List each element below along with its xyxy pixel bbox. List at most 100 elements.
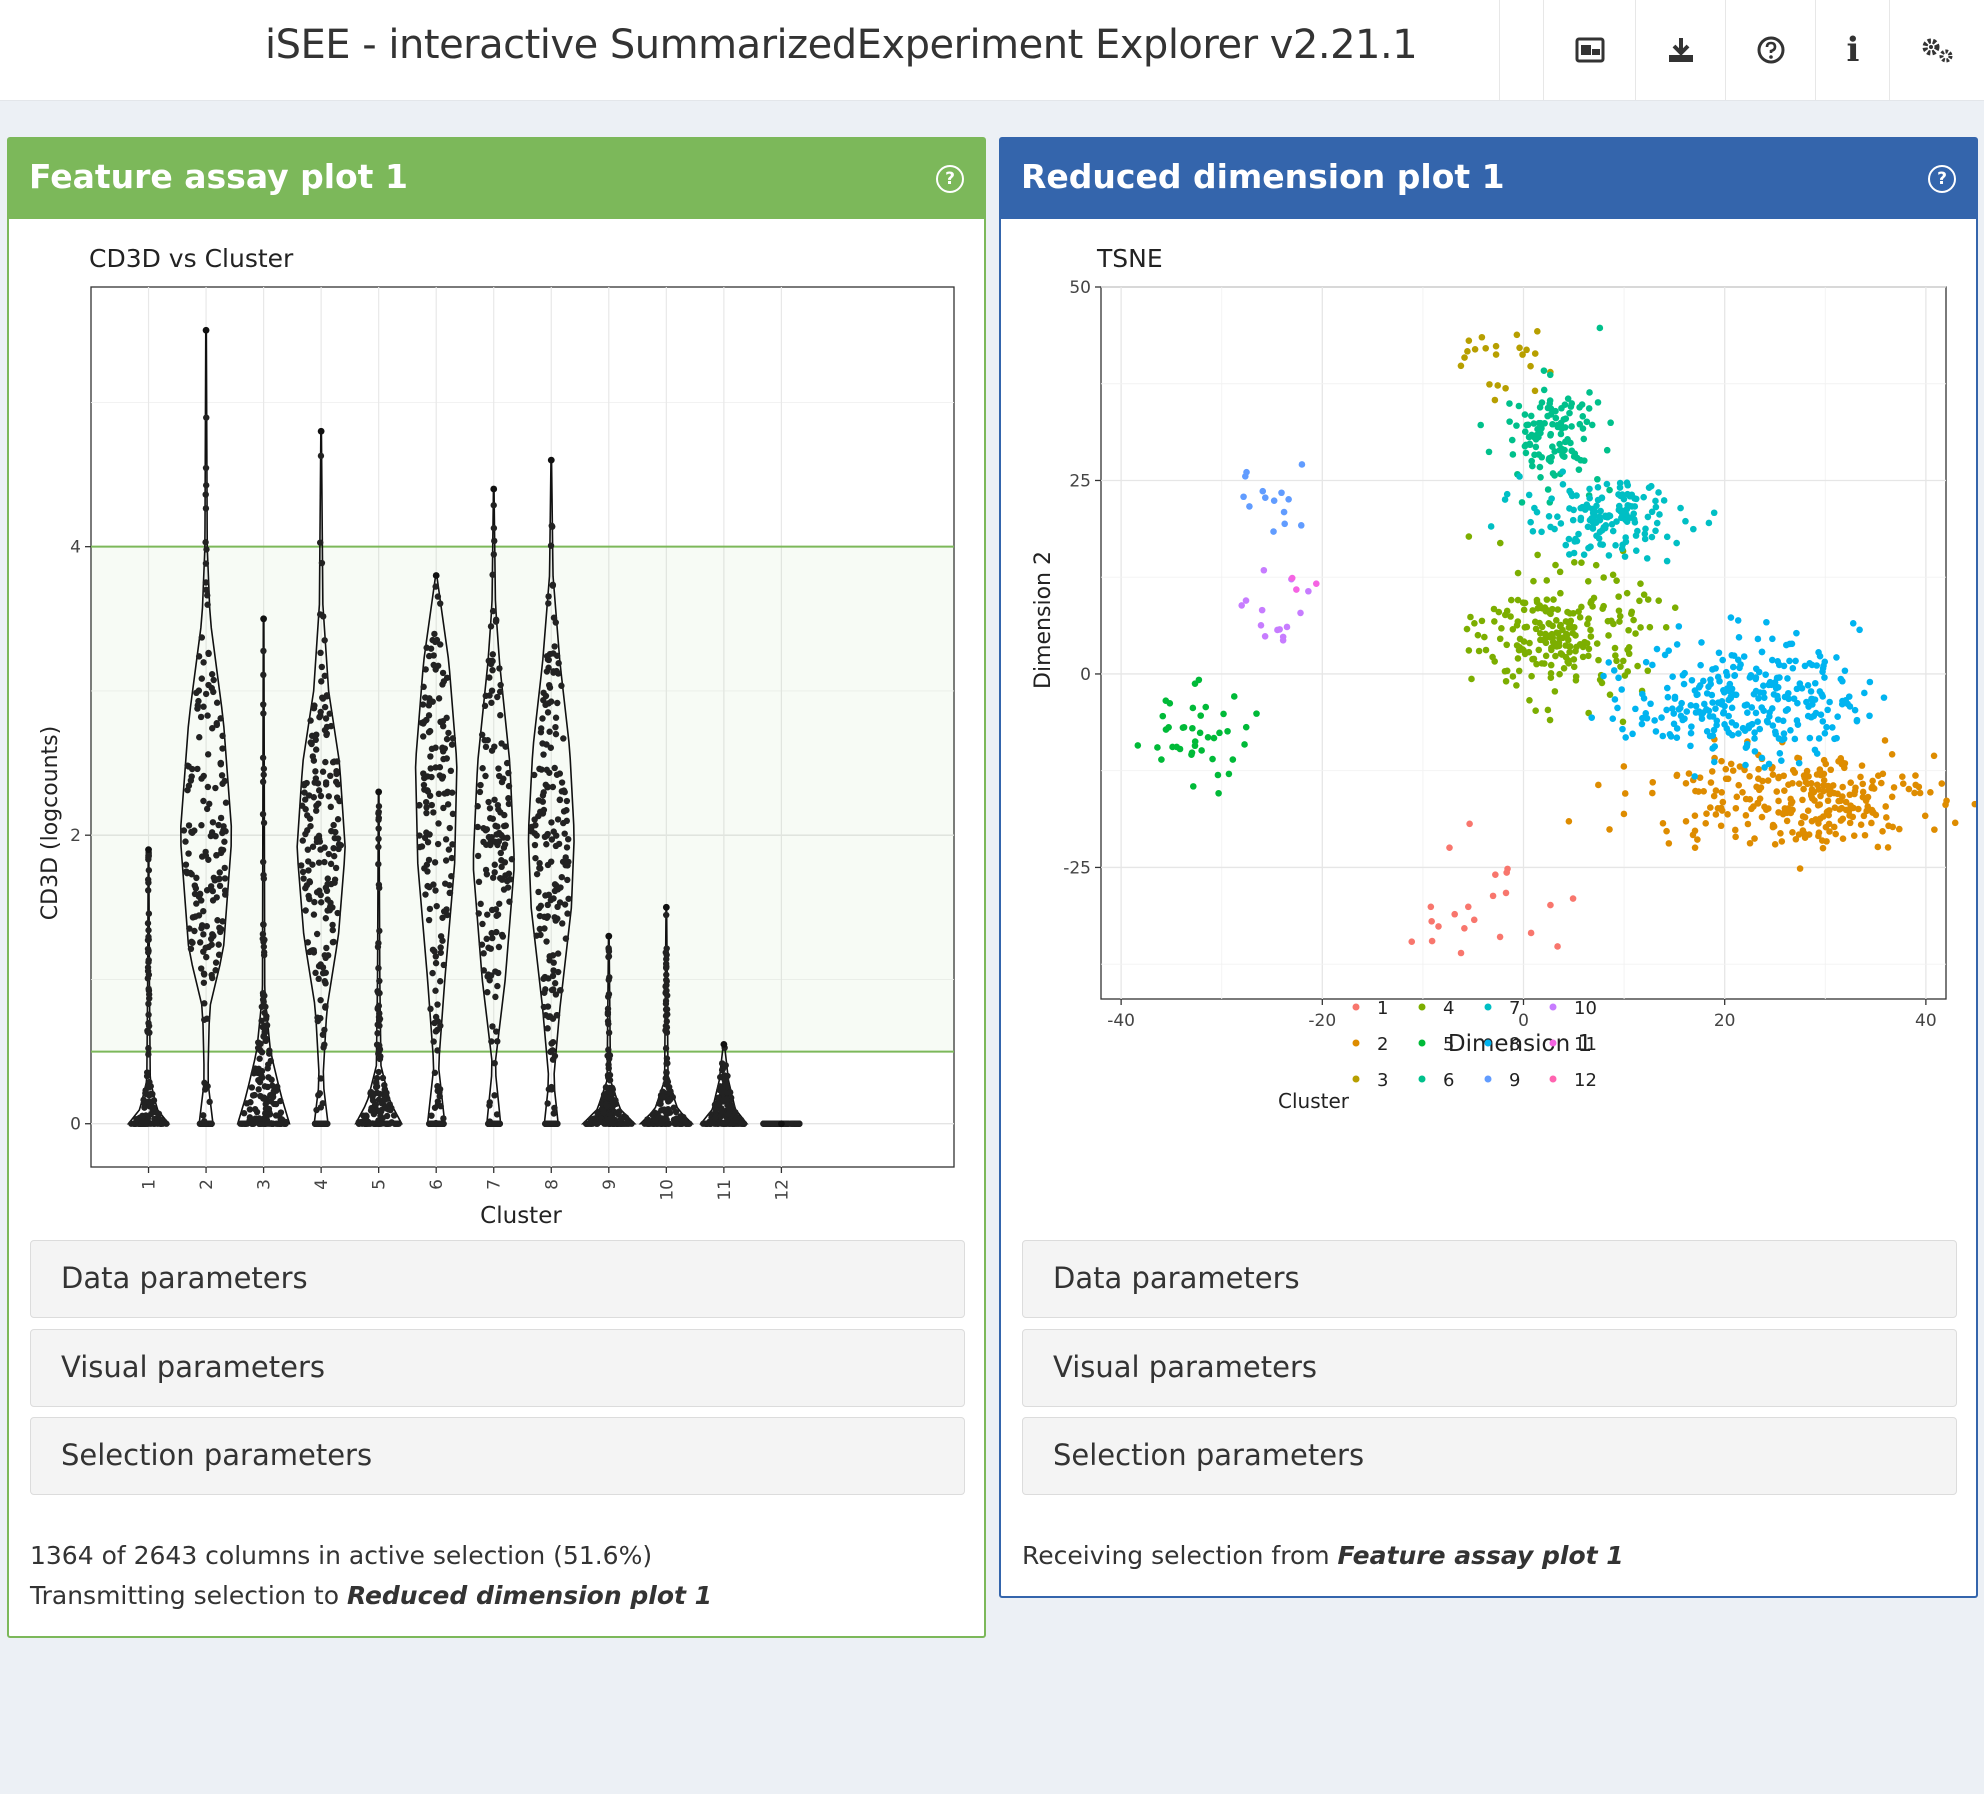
scatter-point bbox=[1639, 690, 1646, 698]
scatter-point bbox=[1775, 661, 1783, 669]
scatter-point bbox=[1196, 729, 1204, 737]
violin-point bbox=[200, 797, 207, 805]
violin-point bbox=[663, 971, 670, 978]
selection-parameters-section[interactable]: Selection parameters bbox=[30, 1417, 965, 1495]
violin-point bbox=[440, 804, 447, 812]
violin-point bbox=[498, 831, 505, 839]
scatter-point bbox=[1687, 742, 1694, 750]
violin-point bbox=[266, 1050, 273, 1057]
violin-point bbox=[317, 1015, 324, 1022]
scatter-point bbox=[1465, 533, 1473, 540]
scatter-point bbox=[1762, 806, 1770, 813]
scatter-point bbox=[1885, 822, 1892, 830]
violin-point bbox=[420, 781, 428, 789]
scatter-point bbox=[1804, 682, 1812, 689]
scatter-point bbox=[1529, 528, 1537, 535]
violin-point bbox=[664, 1078, 672, 1086]
violin-point bbox=[219, 732, 226, 740]
violin-point bbox=[551, 643, 558, 650]
scatter-point bbox=[1746, 773, 1753, 780]
scatter-point bbox=[1735, 634, 1743, 641]
scatter-point bbox=[1793, 629, 1800, 637]
violin-point bbox=[548, 819, 555, 826]
plot-panel bbox=[90, 286, 955, 1168]
visual-parameters-section[interactable]: Visual parameters bbox=[30, 1329, 965, 1407]
scatter-point bbox=[1216, 729, 1223, 737]
scatter-point bbox=[1502, 677, 1510, 685]
scatter-point bbox=[1270, 528, 1277, 535]
violin-point bbox=[416, 843, 423, 851]
violin-point bbox=[332, 864, 340, 872]
scatter-point bbox=[1502, 889, 1510, 897]
settings-button[interactable] bbox=[1889, 0, 1984, 100]
violin-point bbox=[335, 841, 343, 848]
scatter-point bbox=[1515, 402, 1523, 410]
scatter-point bbox=[1834, 713, 1841, 720]
scatter-point bbox=[1546, 716, 1554, 724]
help-button[interactable] bbox=[1725, 0, 1816, 100]
scatter-point bbox=[1531, 350, 1539, 357]
legend-key bbox=[1484, 1075, 1492, 1083]
violin-point bbox=[200, 979, 208, 986]
info-button[interactable]: i bbox=[1815, 0, 1890, 100]
scatter-point bbox=[1621, 553, 1629, 560]
violin-point bbox=[327, 860, 335, 868]
scatter-point bbox=[1477, 421, 1484, 429]
scatter-point bbox=[1625, 626, 1632, 634]
scatter-point bbox=[1189, 724, 1196, 732]
scatter-point bbox=[1556, 634, 1563, 642]
scatter-point bbox=[1522, 449, 1530, 457]
scatter-point bbox=[1619, 657, 1627, 665]
legend-label: 7 bbox=[1509, 998, 1520, 1019]
selection-parameters-section[interactable]: Selection parameters bbox=[1022, 1417, 1957, 1495]
violin-point bbox=[269, 1093, 277, 1101]
scatter-point bbox=[1792, 835, 1800, 843]
download-button[interactable] bbox=[1635, 0, 1726, 100]
scatter-point bbox=[1709, 666, 1716, 673]
scatter-point bbox=[1514, 569, 1522, 577]
violin-point bbox=[662, 1027, 670, 1034]
scatter-point bbox=[1652, 497, 1659, 505]
scatter-point bbox=[1475, 647, 1483, 655]
violin-point bbox=[315, 787, 323, 794]
scatter-point bbox=[1544, 486, 1552, 493]
data-parameters-section[interactable]: Data parameters bbox=[1022, 1240, 1957, 1318]
violin-point bbox=[486, 977, 493, 984]
scatter-point bbox=[1754, 799, 1761, 807]
panel-help-icon[interactable]: ? bbox=[936, 165, 964, 193]
violin-point bbox=[434, 593, 442, 600]
scatter-point bbox=[1526, 441, 1534, 449]
scatter-point bbox=[1615, 674, 1622, 682]
scatter-point bbox=[1487, 523, 1495, 530]
scatter-point bbox=[1659, 732, 1667, 740]
export-image-button[interactable] bbox=[1543, 0, 1636, 100]
scatter-point bbox=[1665, 647, 1673, 654]
scatter-point bbox=[1293, 586, 1300, 593]
data-parameters-section[interactable]: Data parameters bbox=[30, 1240, 965, 1318]
violin-point bbox=[299, 837, 306, 844]
scatter-point bbox=[1220, 710, 1227, 718]
scatter-point bbox=[1715, 649, 1723, 657]
violin-point bbox=[435, 820, 442, 827]
scatter-point bbox=[1632, 547, 1640, 554]
scatter-point bbox=[1807, 688, 1815, 695]
violin-point bbox=[265, 1061, 272, 1068]
violin-point bbox=[201, 1118, 208, 1125]
scatter-point bbox=[1680, 680, 1688, 688]
violin-point bbox=[427, 1005, 434, 1013]
violin-point bbox=[306, 815, 314, 822]
scatter-point bbox=[1743, 740, 1751, 748]
violin-point bbox=[205, 681, 212, 689]
scatter-point bbox=[1552, 652, 1559, 660]
visual-parameters-section[interactable]: Visual parameters bbox=[1022, 1329, 1957, 1407]
violin-point bbox=[180, 827, 188, 834]
panel-help-icon[interactable]: ? bbox=[1928, 165, 1956, 193]
violin-point bbox=[256, 1115, 263, 1122]
violin-point bbox=[553, 1011, 561, 1019]
scatter-point bbox=[1780, 735, 1788, 743]
scatter-point bbox=[1669, 673, 1676, 680]
violin-point bbox=[302, 830, 309, 838]
violin-point bbox=[375, 788, 383, 796]
